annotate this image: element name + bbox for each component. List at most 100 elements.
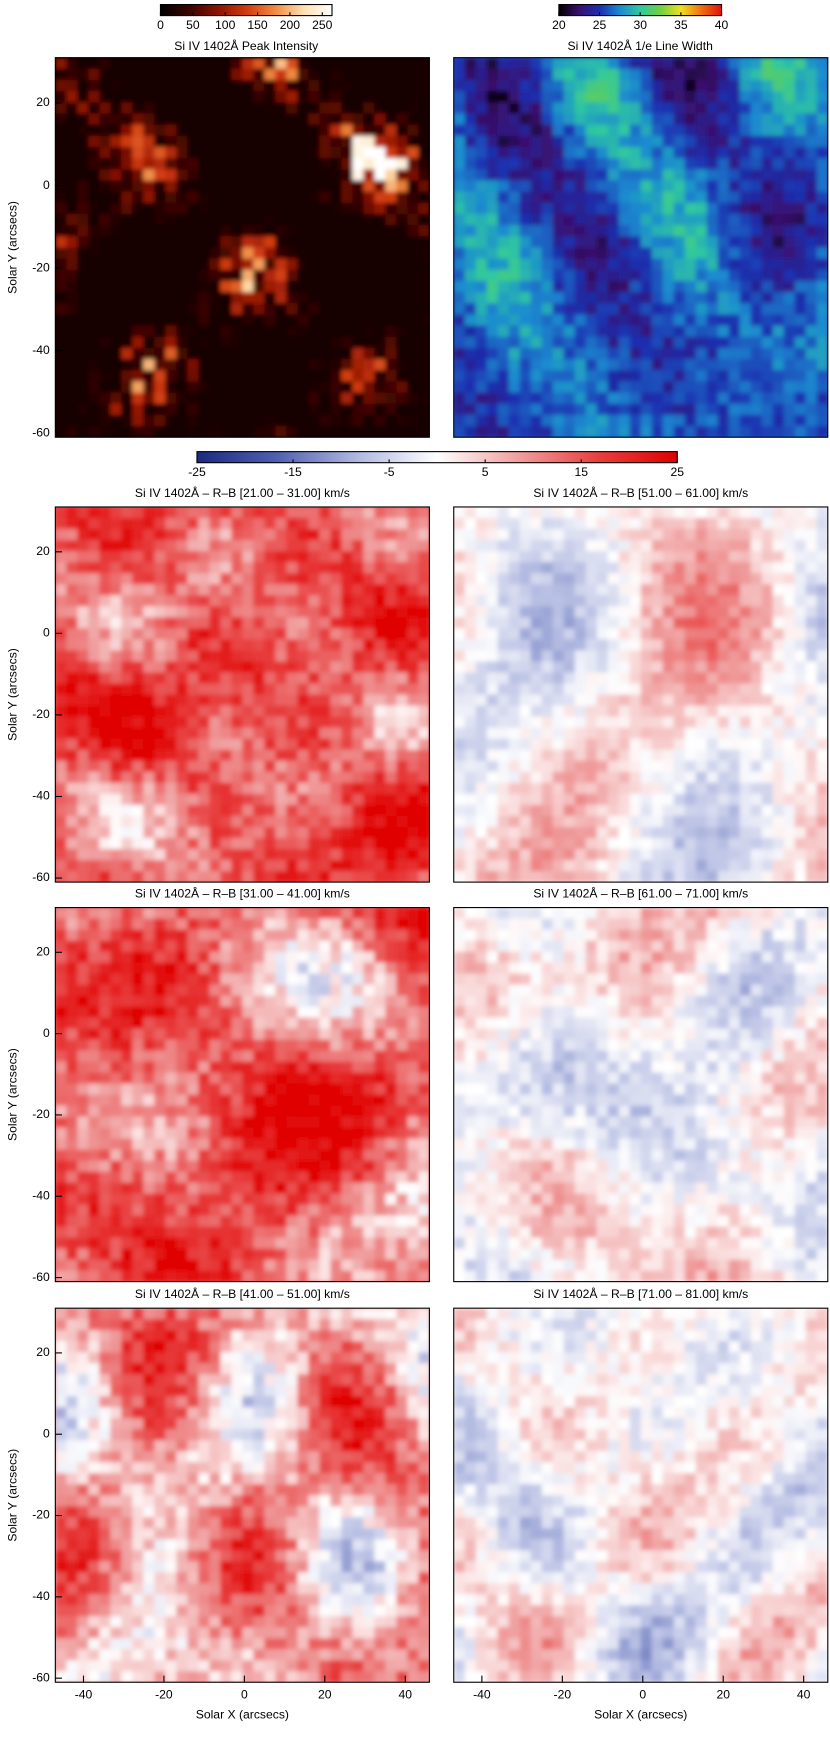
map-cell <box>209 793 221 806</box>
map-cell <box>541 280 554 293</box>
map-cell <box>695 860 708 872</box>
y-tick-label: -20 <box>32 260 50 274</box>
map-cell <box>651 381 664 394</box>
map-cell <box>143 213 155 226</box>
map-cell <box>739 738 752 751</box>
map-cell <box>110 158 122 170</box>
map-cell <box>761 506 774 519</box>
map-cell <box>407 606 419 618</box>
map-cell <box>319 426 331 438</box>
map-cell <box>596 860 609 872</box>
map-cell <box>739 225 752 237</box>
map-cell <box>673 551 686 563</box>
map-cell <box>816 771 828 784</box>
map-cell <box>772 860 785 872</box>
map-cell <box>121 506 133 519</box>
map-cell <box>121 650 133 662</box>
map-cell <box>297 336 309 349</box>
map-cell <box>110 628 122 640</box>
map-cell <box>739 280 752 293</box>
map-cell <box>541 573 554 585</box>
map-cell <box>165 804 177 817</box>
map-cell <box>618 628 631 640</box>
map-cell <box>319 595 331 607</box>
map-cell <box>286 113 298 126</box>
map-cell <box>629 370 642 382</box>
map-cell <box>165 694 177 707</box>
map-cell <box>783 562 796 574</box>
map-cell <box>519 303 532 315</box>
map-cell <box>475 849 488 861</box>
map-cell <box>88 381 100 394</box>
map-cell <box>519 146 532 159</box>
map-cell <box>132 617 144 629</box>
map-cell <box>88 849 100 861</box>
map-cell <box>253 426 265 438</box>
map-cell <box>121 336 133 349</box>
map-cell <box>486 336 499 349</box>
map-cell <box>475 202 488 215</box>
map-cell <box>363 269 375 282</box>
map-cell <box>541 426 554 438</box>
map-cell <box>618 551 631 563</box>
map-cell <box>264 793 276 806</box>
map-cell <box>407 771 419 784</box>
map-cell <box>286 562 298 574</box>
map-cell <box>464 180 477 193</box>
map-cell <box>132 749 144 762</box>
map-cell <box>66 1116 78 1129</box>
map-cell <box>497 392 510 405</box>
map-cell <box>750 414 763 427</box>
map-cell <box>728 79 741 92</box>
map-cell <box>530 247 543 260</box>
map-cell <box>253 639 265 651</box>
map-cell <box>629 628 642 640</box>
map-cell <box>209 146 221 159</box>
map-cell <box>319 562 331 574</box>
map-cell <box>418 359 430 371</box>
map-cell <box>453 639 466 651</box>
map-cell <box>385 403 397 416</box>
map-cell <box>187 68 199 81</box>
map-cell <box>374 628 386 640</box>
map-cell <box>407 303 419 315</box>
map-cell <box>374 727 386 740</box>
map-cell <box>530 771 543 784</box>
map-cell <box>816 124 828 137</box>
map-cell <box>55 1259 67 1272</box>
map-cell <box>77 1259 89 1272</box>
map-cell <box>519 871 532 883</box>
map-cell <box>55 529 67 541</box>
map-cell <box>772 202 785 215</box>
map-cell <box>264 91 276 103</box>
map-cell <box>264 124 276 137</box>
map-cell <box>418 146 430 159</box>
map-cell <box>66 113 78 126</box>
map-cell <box>88 727 100 740</box>
map-cell <box>341 325 353 338</box>
map-cell <box>607 314 620 327</box>
map-cell <box>143 269 155 282</box>
map-cell <box>684 716 697 729</box>
map-cell <box>176 102 188 115</box>
map-cell <box>761 661 774 674</box>
map-cell <box>66 617 78 629</box>
map-cell <box>519 804 532 817</box>
map-cell <box>805 292 818 304</box>
map-cell <box>154 661 166 674</box>
map-cell <box>264 716 276 729</box>
map-cell <box>308 551 320 563</box>
map-cell <box>121 995 133 1008</box>
map-cell <box>385 202 397 215</box>
map-cell <box>407 837 419 850</box>
map-cell <box>165 280 177 293</box>
map-cell <box>275 771 287 784</box>
map-cell <box>264 102 276 115</box>
map-cell <box>761 837 774 850</box>
map-cell <box>706 225 719 237</box>
map-cell <box>486 57 499 70</box>
map-cell <box>816 573 828 585</box>
map-cell <box>66 782 78 795</box>
map-cell <box>706 403 719 416</box>
map-cell <box>110 716 122 729</box>
